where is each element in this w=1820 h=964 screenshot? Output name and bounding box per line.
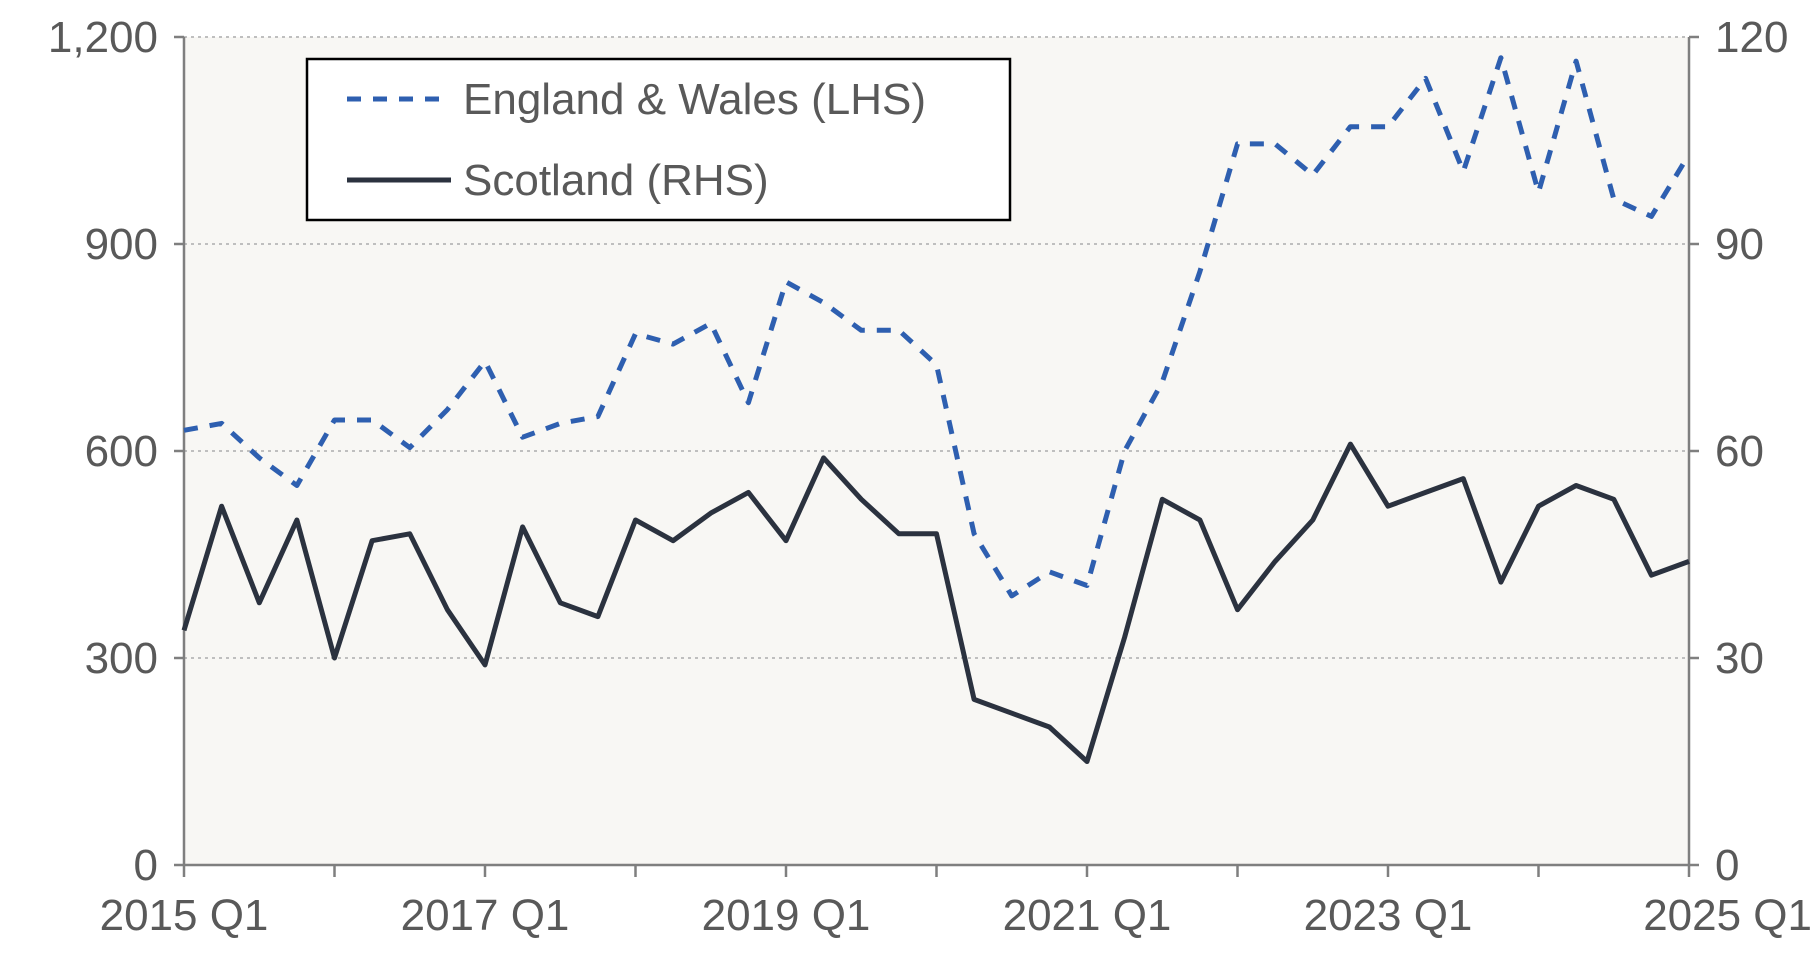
gridlines	[184, 36, 1689, 659]
legend-label-england-wales: England & Wales (LHS)	[463, 75, 926, 124]
right-axis-tick-label: 0	[1715, 841, 1739, 890]
legend-box	[305, 57, 1012, 222]
legend-label-scotland: Scotland (RHS)	[463, 156, 769, 205]
x-axis-tick-label: 2019 Q1	[702, 891, 871, 940]
left-axis-tick-labels: 0 300 600 900 1,200	[48, 13, 158, 890]
left-axis-tick-label: 0	[134, 841, 158, 890]
left-axis-tick-label: 300	[85, 634, 158, 683]
right-axis-tick-labels: 0 30 60 90 120	[1715, 13, 1788, 890]
right-axis-tick-label: 60	[1715, 427, 1764, 476]
x-axis-tick-label: 2017 Q1	[401, 891, 570, 940]
series-layer	[181, 55, 1692, 764]
series-line-scotland	[181, 441, 1690, 764]
right-axis-tick-label: 30	[1715, 634, 1764, 683]
x-axis-tick-label: 2023 Q1	[1304, 891, 1473, 940]
right-axis-tick-label: 90	[1715, 220, 1764, 269]
right-axis-tick-label: 120	[1715, 13, 1788, 62]
x-axis-tick-label: 2021 Q1	[1003, 891, 1172, 940]
axes	[174, 35, 1699, 877]
legend: England & Wales (LHS) Scotland (RHS)	[305, 57, 1012, 222]
x-axis-tick-label: 2015 Q1	[100, 891, 269, 940]
left-axis-tick-label: 600	[85, 427, 158, 476]
x-axis-tick-label: 2025 Q1	[1643, 891, 1812, 940]
series-line-england-wales	[183, 55, 1692, 599]
left-axis-tick-label: 900	[85, 220, 158, 269]
left-axis-tick-label: 1,200	[48, 13, 158, 62]
x-axis-tick-labels: 2015 Q1 2017 Q1 2019 Q1 2021 Q1 2023 Q1 2025 …	[100, 891, 1812, 940]
